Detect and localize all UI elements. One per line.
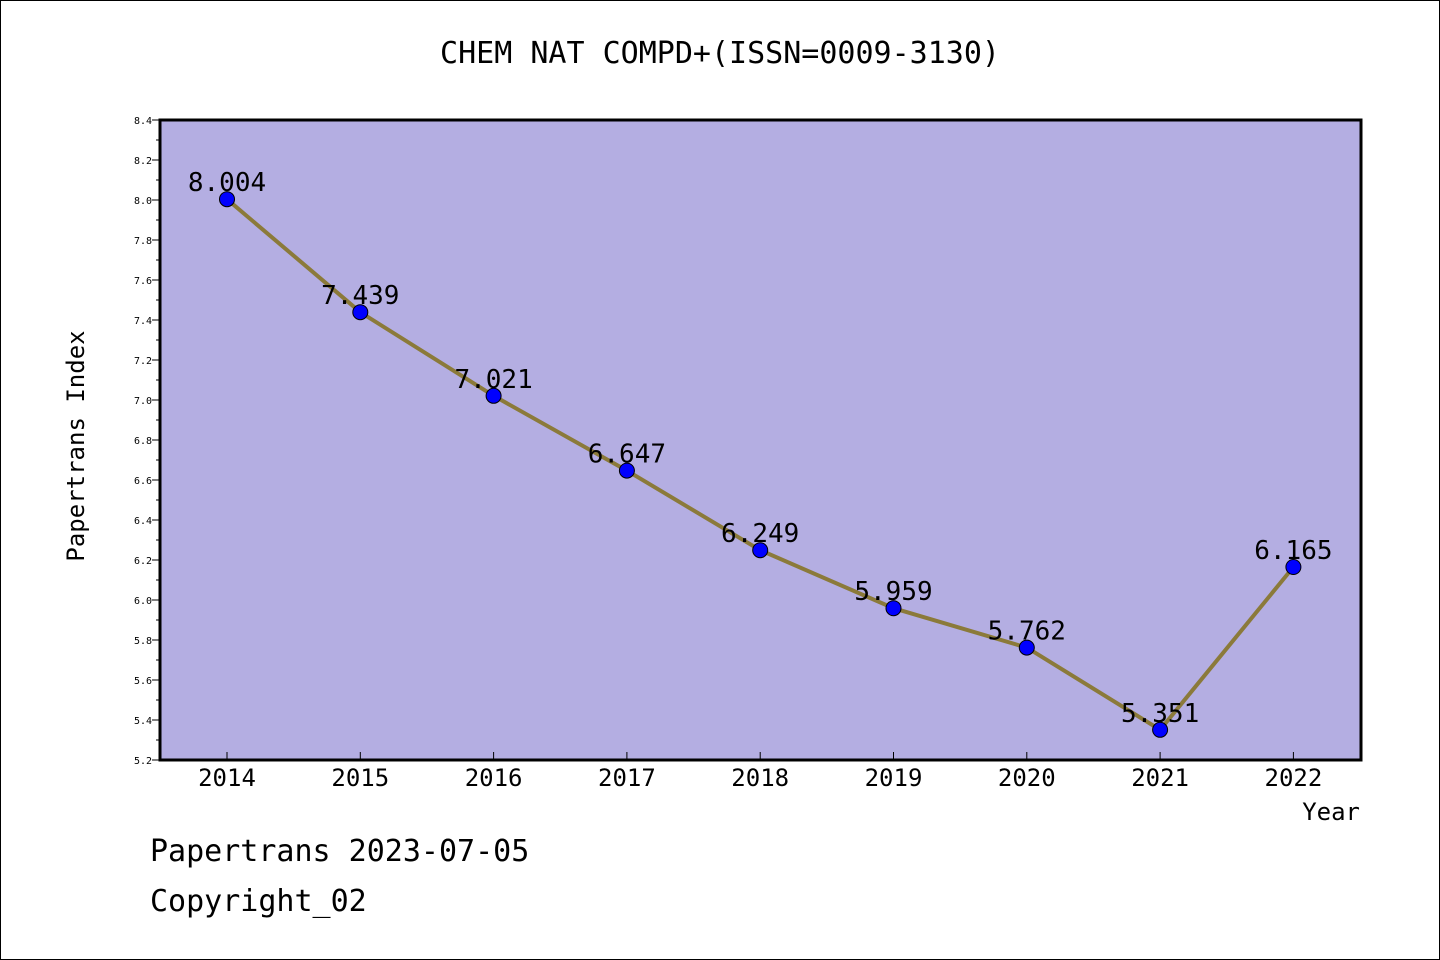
footer-copyright-line: Copyright_02 [150,884,367,919]
data-labels: 8.004 7.439 7.021 6.647 6.249 5.959 5.762 5.351… [188,168,1333,729]
x-tick-label: 2017 [598,764,656,792]
y-tick-label: 8.4 [134,116,152,127]
y-tick-label: 6.8 [134,436,152,447]
data-label: 5.959 [854,577,932,607]
x-axis-ticks: 2014 2015 2016 2017 2018 2019 2020 2021 2022 [198,752,1322,792]
y-axis-label: Papertrans Index [62,330,90,561]
y-tick-label: 7.2 [134,356,152,367]
y-tick-label: 6.4 [134,516,152,527]
x-tick-label: 2018 [731,764,789,792]
x-tick-label: 2014 [198,764,256,792]
x-tick-label: 2016 [465,764,523,792]
plot-area [160,120,1361,760]
data-point-marker [618,462,635,479]
series-markers [219,191,1302,738]
data-point-marker [219,191,235,208]
data-label: 5.762 [988,617,1066,647]
chart-title: CHEM NAT COMPD+(ISSN=0009-3130) [440,36,1000,71]
data-point-marker [752,542,769,559]
y-tick-label: 6.2 [134,556,152,567]
data-label: 6.647 [588,440,666,470]
data-label: 6.249 [721,519,799,549]
y-tick-label: 8.2 [134,156,152,167]
data-point-marker [352,304,369,321]
data-label: 6.165 [1254,536,1332,566]
data-point-marker [1285,559,1302,575]
y-tick-label: 7.6 [134,276,152,287]
footer-date-line: Papertrans 2023-07-05 [150,834,530,869]
x-tick-label: 2015 [331,764,389,792]
y-tick-label: 5.8 [134,636,152,647]
x-tick-label: 2021 [1131,764,1189,792]
x-tick-label: 2020 [998,764,1056,792]
data-label: 7.439 [321,281,399,311]
data-point-marker [885,600,902,617]
y-tick-label: 5.6 [134,676,152,687]
y-tick-label: 6.6 [134,476,152,487]
y-tick-label: 5.2 [134,756,152,767]
data-label: 5.351 [1121,699,1199,729]
y-axis-ticks: 5.2 5.4 5.6 5.8 6.0 6.2 6.4 6.6 6.8 7.0 7.2 7.4 7.6 7… [134,116,160,767]
plot-border [158,118,1363,762]
y-tick-label: 6.0 [134,596,152,607]
data-point-marker [485,387,502,404]
data-label: 8.004 [188,168,266,198]
data-point-marker [1152,721,1169,738]
y-tick-label: 7.4 [134,316,152,327]
y-tick-label: 5.4 [134,716,152,727]
data-point-marker [1018,639,1035,656]
x-tick-label: 2022 [1265,764,1323,792]
x-tick-label: 2019 [865,764,923,792]
data-label: 7.021 [454,365,532,395]
y-tick-label: 7.8 [134,236,152,247]
y-tick-label: 7.0 [134,396,152,407]
y-tick-label: 8.0 [134,196,152,207]
x-axis-label: Year [1302,798,1360,826]
